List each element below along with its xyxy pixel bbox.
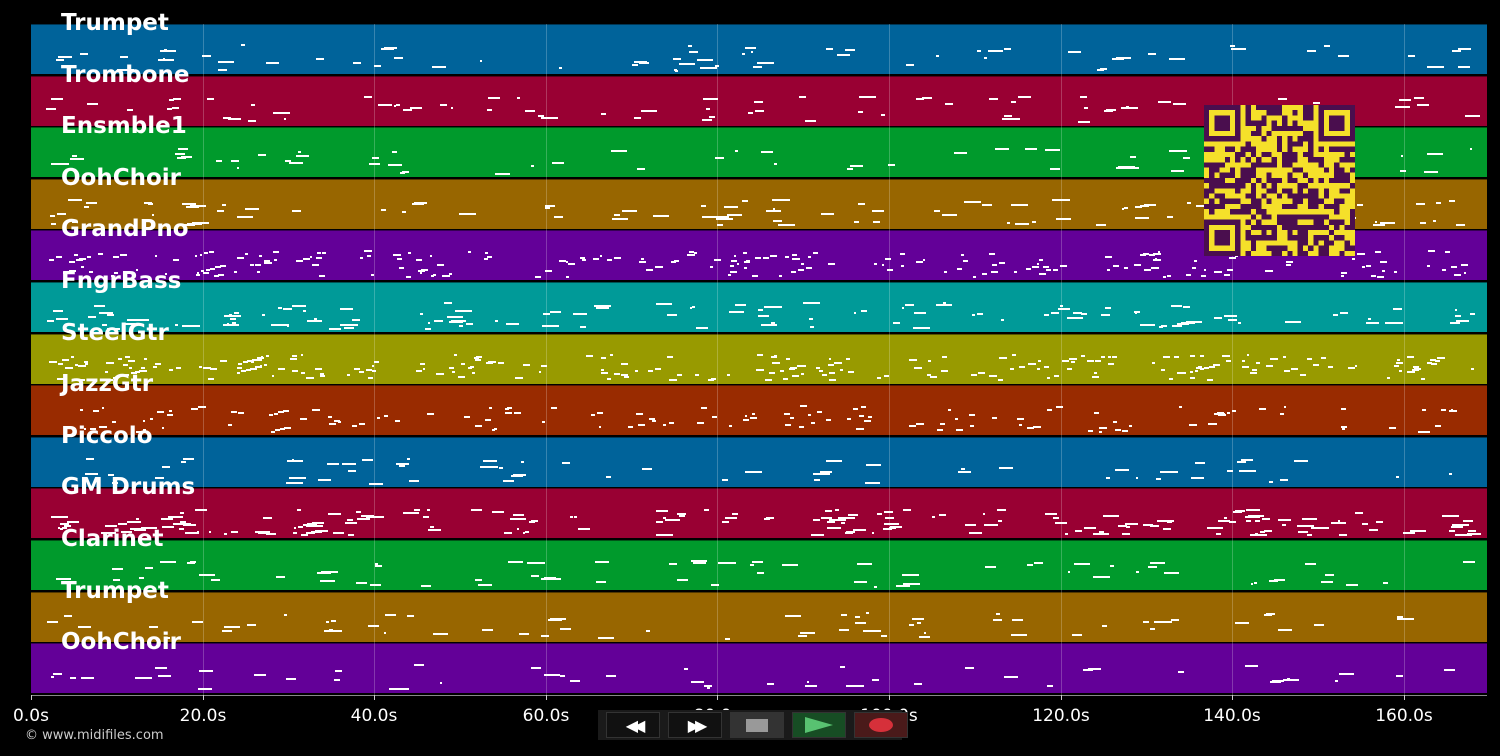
stop-icon bbox=[746, 718, 768, 732]
rewind-icon: ◀◀ bbox=[625, 715, 645, 735]
tick-mark bbox=[1232, 695, 1233, 700]
fast-forward-icon: ▶▶ bbox=[687, 715, 707, 735]
grid-line bbox=[1404, 24, 1405, 695]
tick-mark bbox=[717, 695, 718, 700]
grid-line bbox=[203, 24, 204, 695]
tick-mark bbox=[203, 695, 204, 700]
track-label: JazzGtr bbox=[61, 371, 154, 398]
grid-line bbox=[889, 24, 890, 695]
track-row bbox=[31, 75, 1487, 126]
tick-mark bbox=[31, 695, 32, 700]
record-button[interactable] bbox=[854, 712, 908, 738]
rewind-button[interactable]: ◀◀ bbox=[606, 712, 660, 738]
track-label: Clarinet bbox=[61, 526, 164, 552]
track-label: OohChoir bbox=[61, 164, 182, 191]
track-label: SteelGtr bbox=[61, 319, 169, 346]
tick-mark bbox=[1404, 695, 1405, 700]
tick-mark bbox=[546, 695, 547, 700]
tick-label: 160.0s bbox=[1375, 706, 1433, 726]
track-label: Trumpet bbox=[61, 577, 169, 604]
track-label: Ensmble1 bbox=[61, 113, 187, 140]
track-label: Trumpet bbox=[61, 10, 169, 36]
tick-label: 120.0s bbox=[1032, 706, 1090, 726]
stop-button[interactable] bbox=[730, 712, 784, 738]
track-row bbox=[31, 436, 1487, 487]
time-axis-line bbox=[31, 695, 1487, 696]
track-label: Piccolo bbox=[61, 422, 153, 449]
grid-line bbox=[1061, 24, 1062, 695]
tick-label: 60.0s bbox=[522, 706, 570, 726]
tick-label: 0.0s bbox=[13, 706, 49, 726]
grid-line bbox=[717, 24, 718, 695]
track-row bbox=[31, 24, 1487, 74]
track-label: Trombone bbox=[61, 61, 190, 88]
tick-mark bbox=[1061, 695, 1062, 700]
grid-line bbox=[1232, 24, 1233, 695]
record-icon bbox=[869, 718, 893, 732]
track-row bbox=[31, 591, 1487, 642]
track-label: GrandPno bbox=[61, 216, 189, 243]
tick-label: 20.0s bbox=[179, 706, 227, 726]
track-label: FngrBass bbox=[61, 268, 182, 294]
track-row bbox=[31, 488, 1487, 539]
credit-text: © www.midifiles.com bbox=[25, 728, 164, 743]
track-label: OohChoir bbox=[61, 629, 182, 656]
tick-label: 40.0s bbox=[350, 706, 398, 726]
transport-controls: ◀◀ ▶▶ bbox=[598, 710, 908, 740]
track-row bbox=[31, 643, 1487, 694]
qr-code-icon bbox=[1204, 105, 1355, 256]
track-row bbox=[31, 282, 1487, 332]
fast-forward-button[interactable]: ▶▶ bbox=[668, 712, 722, 738]
grid-line bbox=[374, 24, 375, 695]
tick-label: 140.0s bbox=[1203, 706, 1261, 726]
tick-mark bbox=[374, 695, 375, 700]
track-row bbox=[31, 333, 1487, 384]
tick-mark bbox=[889, 695, 890, 700]
play-button[interactable] bbox=[792, 712, 846, 738]
play-icon bbox=[805, 717, 833, 733]
track-label: GM Drums bbox=[61, 474, 196, 501]
track-row bbox=[31, 385, 1487, 436]
grid-line bbox=[546, 24, 547, 695]
track-row bbox=[31, 540, 1487, 590]
